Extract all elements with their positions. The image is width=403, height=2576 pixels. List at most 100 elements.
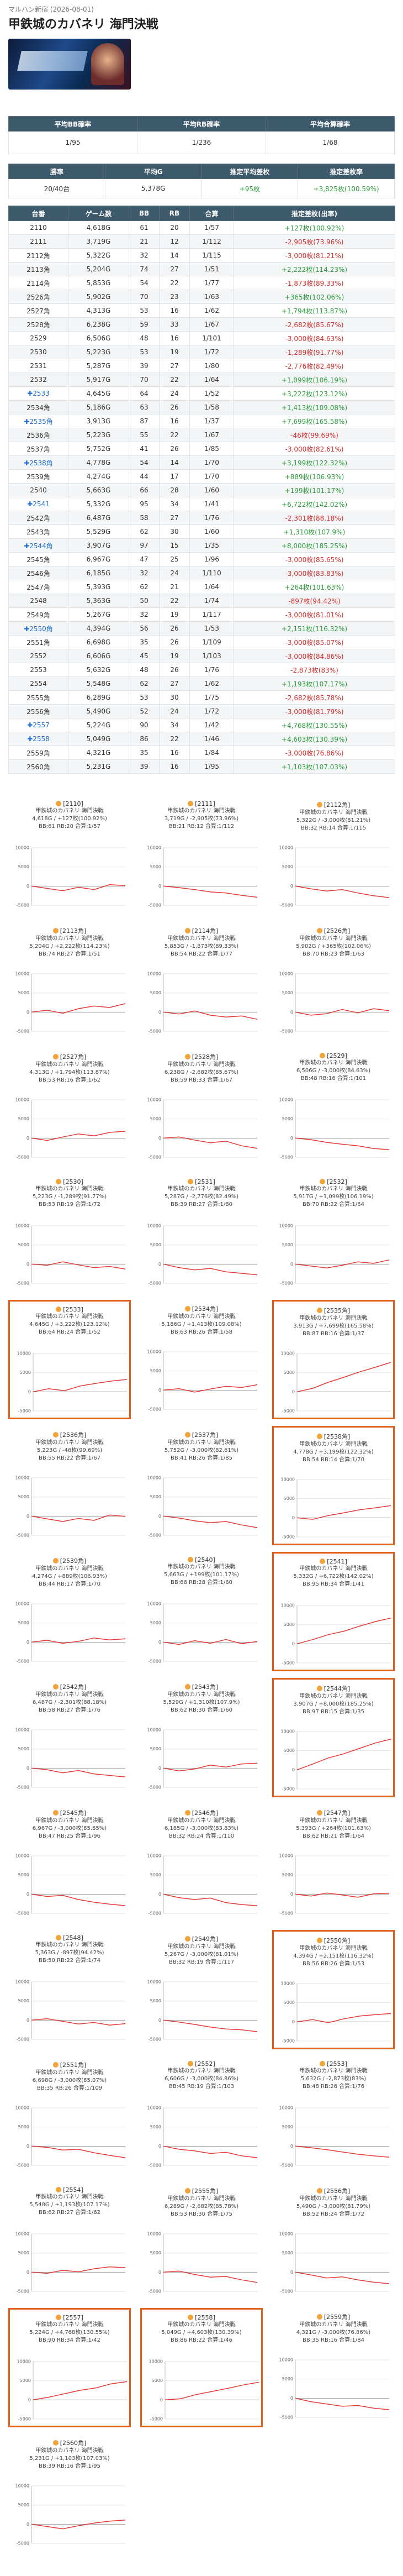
table-cell: 4,394G [68, 621, 129, 636]
mini-chart: -5000 0 5000 10000 [147, 1854, 258, 1916]
table-cell: 6,606G [68, 649, 129, 663]
card-label: [2527角] [60, 1053, 87, 1061]
card-summary: 6,506G / -3,000枚(84.63%) [296, 1068, 371, 1074]
payout-line [295, 2271, 390, 2284]
y-tick-label: -5000 [149, 1785, 161, 1790]
table-cell: 19 [159, 607, 190, 622]
card-machine: 甲鉄城のカバネリ 海門決戦 [299, 1945, 368, 1951]
card-label: [2549角] [192, 1935, 219, 1943]
card-machine: 甲鉄城のカバネリ 海門決戦 [167, 1062, 236, 1068]
table-cell: 5,322G [68, 248, 129, 263]
y-tick-label: 0 [290, 884, 293, 889]
card-label-row: [2528角] [140, 1052, 263, 1061]
y-tick-label: 10000 [15, 1476, 29, 1481]
card-label-row: [2529] [272, 1052, 395, 1059]
mini-chart: -5000 0 5000 10000 [15, 1476, 126, 1538]
card-label: [2112角] [324, 801, 351, 809]
card-summary: 3,719G / -2,905枚(73.96%) [164, 816, 239, 822]
card-counts: BB:70 RB:22 合算:1/64 [303, 1202, 364, 1208]
card-label: [2114角] [192, 927, 219, 935]
payout-line [163, 2019, 258, 2032]
table-cell: 1/95 [189, 759, 234, 774]
card-summary: 5,267G / -3,000枚(81.01%) [164, 1951, 239, 1958]
table-row: ✚2550角 4,394G 56 26 1/53 +2,151枚(116.32%) [8, 621, 395, 636]
table-cell: 2534角 [8, 400, 68, 415]
card-label: [2555角] [192, 2187, 219, 2195]
card-label-row: [2559角] [272, 2312, 395, 2321]
card-machine: 甲鉄城のカバネリ 海門決戦 [35, 808, 104, 814]
payout-line [163, 1136, 258, 1149]
payout-line [165, 2381, 259, 2401]
card-label: [2547角] [324, 1809, 351, 1817]
card-label: [2546角] [192, 1809, 219, 1817]
card-counts: BB:32 RB:24 合算:1/110 [168, 1833, 235, 1839]
graph-card: [2550角] 甲鉄城のカバネリ 海門決戦 4,394G / +2,151枚(116… [272, 1930, 395, 2049]
table-row: ✚2544角 3,907G 97 15 1/35 +8,000枚(185.25%) [8, 538, 395, 553]
summary-value: 5,378G [104, 179, 202, 198]
y-tick-label: 0 [158, 1640, 161, 1645]
y-tick-label: 0 [290, 2144, 293, 2149]
table-row: 2556角 5,490G 52 24 1/72 -3,000枚(81.79%) [8, 704, 395, 718]
table-row: 2548 5,363G 50 22 1/74 -897枚(94.42%) [8, 594, 395, 608]
graph-card: [2531] 甲鉄城のカバネリ 海門決戦 5,287G / -2,776枚(82.4… [140, 1174, 263, 1293]
y-tick-label: 5000 [18, 1620, 29, 1625]
y-tick-label: 10000 [15, 1980, 29, 1985]
table-cell: 28 [159, 483, 190, 497]
y-tick-label: 5000 [282, 1872, 293, 1877]
payout-line [31, 2266, 126, 2274]
table-cell: +127枚(100.92%) [234, 221, 395, 235]
table-cell: 5,529G [68, 524, 129, 539]
graph-card: [2114角] 甲鉄城のカバネリ 海門決戦 5,853G / -1,873枚(89.… [140, 922, 263, 1041]
table-cell: 1/101 [189, 331, 234, 345]
card-label-row: [2540] [140, 1556, 263, 1564]
table-cell: 1/64 [189, 373, 234, 387]
table-cell: 34 [159, 718, 190, 732]
y-tick-label: 5000 [150, 2124, 161, 2129]
table-cell: 1/72 [189, 704, 234, 718]
table-cell: 1/70 [189, 455, 234, 470]
payout-line [163, 1515, 258, 1528]
table-cell: 4,645G [68, 386, 129, 401]
graph-card: [2551角] 甲鉄城のカバネリ 海門決戦 6,698G / -3,000枚(85.… [8, 2056, 131, 2175]
mini-chart: -5000 0 5000 10000 [147, 2232, 258, 2294]
card-label-row: [2114角] [140, 926, 263, 935]
table-cell: 1/58 [189, 400, 234, 415]
card-summary: 4,645G / +3,222枚(123.12%) [29, 1321, 110, 1328]
card-summary: 6,289G / -2,682枚(85.78%) [164, 2203, 239, 2210]
table-row: 2528角 6,238G 59 33 1/67 -2,682枚(85.67%) [8, 317, 395, 332]
table-cell: 1/51 [189, 262, 234, 276]
table-cell: 48 [129, 663, 160, 677]
card-machine: 甲鉄城のカバネリ 海門決戦 [35, 2322, 104, 2328]
card-counts: BB:59 RB:33 合算:1/67 [171, 1077, 232, 1083]
y-tick-label: 10000 [279, 1098, 293, 1103]
graph-card: [2549角] 甲鉄城のカバネリ 海門決戦 5,267G / -3,000枚(81.… [140, 1930, 263, 2049]
graph-card: [2527角] 甲鉄城のカバネリ 海門決戦 4,313G / +1,794枚(113… [8, 1048, 131, 1167]
table-row: 2546角 6,185G 32 24 1/110 -3,000枚(83.83%) [8, 566, 395, 580]
table-cell: 5,223G [68, 428, 129, 442]
card-icon [316, 1308, 322, 1313]
graph-card: [2560角] 甲鉄城のカバネリ 海門決戦 5,231G / +1,103枚(107… [8, 2434, 131, 2553]
y-tick-label: 5000 [282, 2124, 293, 2129]
card-label: [2540] [195, 1556, 215, 1564]
y-tick-label: 10000 [279, 2106, 293, 2111]
y-tick-label: -5000 [149, 2163, 161, 2168]
table-cell: -2,682枚(85.78%) [234, 690, 395, 705]
card-counts: BB:45 RB:19 合算:1/103 [168, 2084, 235, 2090]
table-cell: 5,663G [68, 483, 129, 497]
payout-line [163, 1263, 258, 1276]
column-header: 推定平均差枚 [201, 164, 299, 179]
card-icon [56, 801, 62, 806]
card-icon [188, 801, 194, 806]
y-tick-label: 5000 [18, 1746, 29, 1751]
table-cell: 16 [159, 759, 190, 774]
y-tick-label: 5000 [18, 2124, 29, 2129]
y-tick-label: -5000 [280, 903, 293, 908]
column-header: 平均RB確率 [137, 116, 266, 132]
summary-value: 20/40台 [8, 179, 105, 198]
y-tick-label: -5000 [149, 1281, 161, 1286]
card-summary: 5,231G / +1,103枚(107.03%) [29, 2456, 110, 2462]
table-cell: 1/77 [189, 276, 234, 290]
card-machine: 甲鉄城のカバネリ 海門決戦 [167, 2322, 236, 2328]
y-tick-label: 10000 [15, 1854, 29, 1859]
table-cell: 15 [159, 538, 190, 553]
